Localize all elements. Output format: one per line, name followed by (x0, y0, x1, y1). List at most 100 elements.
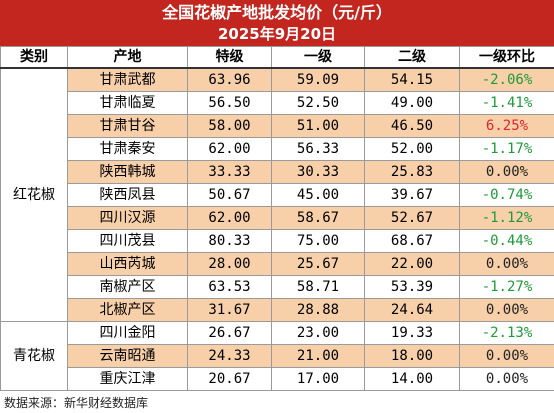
region-cell: 甘肃武都 (67, 67, 188, 92)
special-grade-price: 62.00 (187, 206, 272, 230)
first-grade-change: 0.00% (459, 160, 554, 184)
table-row: 陕西韩城 33.33 30.33 25.83 0.00% (1, 160, 554, 184)
region-cell: 四川汉源 (67, 206, 188, 230)
second-grade-price: 53.39 (364, 275, 460, 299)
region-cell: 山西芮城 (67, 252, 188, 276)
region-cell: 四川茂县 (67, 229, 188, 253)
first-grade-change: 6.25% (459, 114, 554, 138)
special-grade-price: 24.33 (187, 344, 272, 368)
second-grade-price: 14.00 (364, 367, 460, 391)
special-grade-price: 50.67 (187, 183, 272, 207)
table-row: 四川茂县 80.33 75.00 68.67 -0.44% (1, 229, 554, 253)
first-grade-price: 75.00 (271, 229, 365, 253)
category-cell: 红花椒 (0, 67, 68, 322)
table-row: 红花椒 甘肃武都 63.96 59.09 54.15 -2.06% (0, 67, 554, 322)
table-row: 青花椒 四川金阳 26.67 23.00 19.33 -2.13% (0, 321, 554, 391)
column-header-first-grade: 一级 (271, 46, 365, 69)
table-row: 北椒产区 31.67 28.88 24.64 0.00% (1, 298, 554, 322)
column-header-special-grade: 特级 (187, 46, 272, 69)
second-grade-price: 39.67 (364, 183, 460, 207)
first-grade-price: 28.88 (271, 298, 365, 322)
table-date: 2025年9月20日 (217, 25, 337, 43)
second-grade-price: 68.67 (364, 229, 460, 253)
special-grade-price: 26.67 (187, 321, 272, 345)
table-row: 山西芮城 28.00 25.67 22.00 0.00% (1, 252, 554, 276)
price-table: 类别 产地 特级 一级 二级 一级环比 红花椒 甘肃武都 63.96 59.09 54.… (0, 46, 554, 391)
first-grade-change: -2.06% (459, 67, 554, 92)
second-grade-price: 18.00 (364, 344, 460, 368)
region-cell: 四川金阳 (67, 321, 188, 345)
first-grade-price: 58.71 (271, 275, 365, 299)
first-grade-change: 0.00% (459, 252, 554, 276)
table-header-banner: 全国花椒产地批发均价（元/斤） 2025年9月20日 (0, 0, 554, 46)
region-cell: 甘肃秦安 (67, 137, 188, 161)
region-cell: 云南昭通 (67, 344, 188, 368)
region-cell: 重庆江津 (67, 367, 188, 391)
special-grade-price: 33.33 (187, 160, 272, 184)
region-cell: 陕西凤县 (67, 183, 188, 207)
first-grade-change: 0.00% (459, 344, 554, 368)
region-cell: 陕西韩城 (67, 160, 188, 184)
special-grade-price: 58.00 (187, 114, 272, 138)
first-grade-change: -1.27% (459, 275, 554, 299)
region-cell: 北椒产区 (67, 298, 188, 322)
second-grade-price: 22.00 (364, 252, 460, 276)
table-row: 四川汉源 62.00 58.67 52.67 -1.12% (1, 206, 554, 230)
table-title: 全国花椒产地批发均价（元/斤） (162, 3, 392, 22)
first-grade-price: 23.00 (271, 321, 365, 345)
first-grade-price: 59.09 (271, 67, 365, 92)
column-header-region: 产地 (67, 46, 188, 69)
table-row: 甘肃秦安 62.00 56.33 52.00 -1.17% (1, 137, 554, 161)
special-grade-price: 63.96 (187, 67, 272, 92)
region-cell: 甘肃甘谷 (67, 114, 188, 138)
first-grade-change: -1.12% (459, 206, 554, 230)
first-grade-price: 58.67 (271, 206, 365, 230)
first-grade-price: 52.50 (271, 91, 365, 115)
table-row: 重庆江津 20.67 17.00 14.00 0.00% (1, 367, 554, 391)
special-grade-price: 56.50 (187, 91, 272, 115)
second-grade-price: 19.33 (364, 321, 460, 345)
second-grade-price: 54.15 (364, 67, 460, 92)
table-row: 甘肃甘谷 58.00 51.00 46.50 6.25% (1, 114, 554, 138)
special-grade-price: 80.33 (187, 229, 272, 253)
first-grade-change: -2.13% (459, 321, 554, 345)
first-grade-price: 25.67 (271, 252, 365, 276)
second-grade-price: 24.64 (364, 298, 460, 322)
column-header-row: 类别 产地 特级 一级 二级 一级环比 (0, 46, 554, 69)
first-grade-change: -0.74% (459, 183, 554, 207)
region-cell: 南椒产区 (67, 275, 188, 299)
second-grade-price: 46.50 (364, 114, 460, 138)
second-grade-price: 49.00 (364, 91, 460, 115)
first-grade-change: 0.00% (459, 367, 554, 391)
first-grade-change: -1.41% (459, 91, 554, 115)
special-grade-price: 20.67 (187, 367, 272, 391)
price-table-body: 红花椒 甘肃武都 63.96 59.09 54.15 -2.06% 甘肃临夏 56.50 52.… (0, 67, 554, 391)
first-grade-price: 21.00 (271, 344, 365, 368)
first-grade-price: 51.00 (271, 114, 365, 138)
column-header-change: 一级环比 (459, 46, 554, 69)
first-grade-price: 45.00 (271, 183, 365, 207)
special-grade-price: 62.00 (187, 137, 272, 161)
special-grade-price: 63.53 (187, 275, 272, 299)
region-cell: 甘肃临夏 (67, 91, 188, 115)
first-grade-price: 30.33 (271, 160, 365, 184)
table-row: 陕西凤县 50.67 45.00 39.67 -0.74% (1, 183, 554, 207)
data-source-note: 数据来源：新华财经数据库 (4, 396, 149, 410)
first-grade-price: 56.33 (271, 137, 365, 161)
column-header-second-grade: 二级 (364, 46, 460, 69)
second-grade-price: 52.67 (364, 206, 460, 230)
first-grade-change: -1.17% (459, 137, 554, 161)
table-row: 南椒产区 63.53 58.71 53.39 -1.27% (1, 275, 554, 299)
first-grade-change: -0.44% (459, 229, 554, 253)
table-row: 甘肃临夏 56.50 52.50 49.00 -1.41% (1, 91, 554, 115)
second-grade-price: 25.83 (364, 160, 460, 184)
special-grade-price: 28.00 (187, 252, 272, 276)
column-header-category: 类别 (0, 46, 68, 69)
first-grade-price: 17.00 (271, 367, 365, 391)
category-cell: 青花椒 (0, 321, 68, 391)
special-grade-price: 31.67 (187, 298, 272, 322)
first-grade-change: 0.00% (459, 298, 554, 322)
table-row: 云南昭通 24.33 21.00 18.00 0.00% (1, 344, 554, 368)
second-grade-price: 52.00 (364, 137, 460, 161)
